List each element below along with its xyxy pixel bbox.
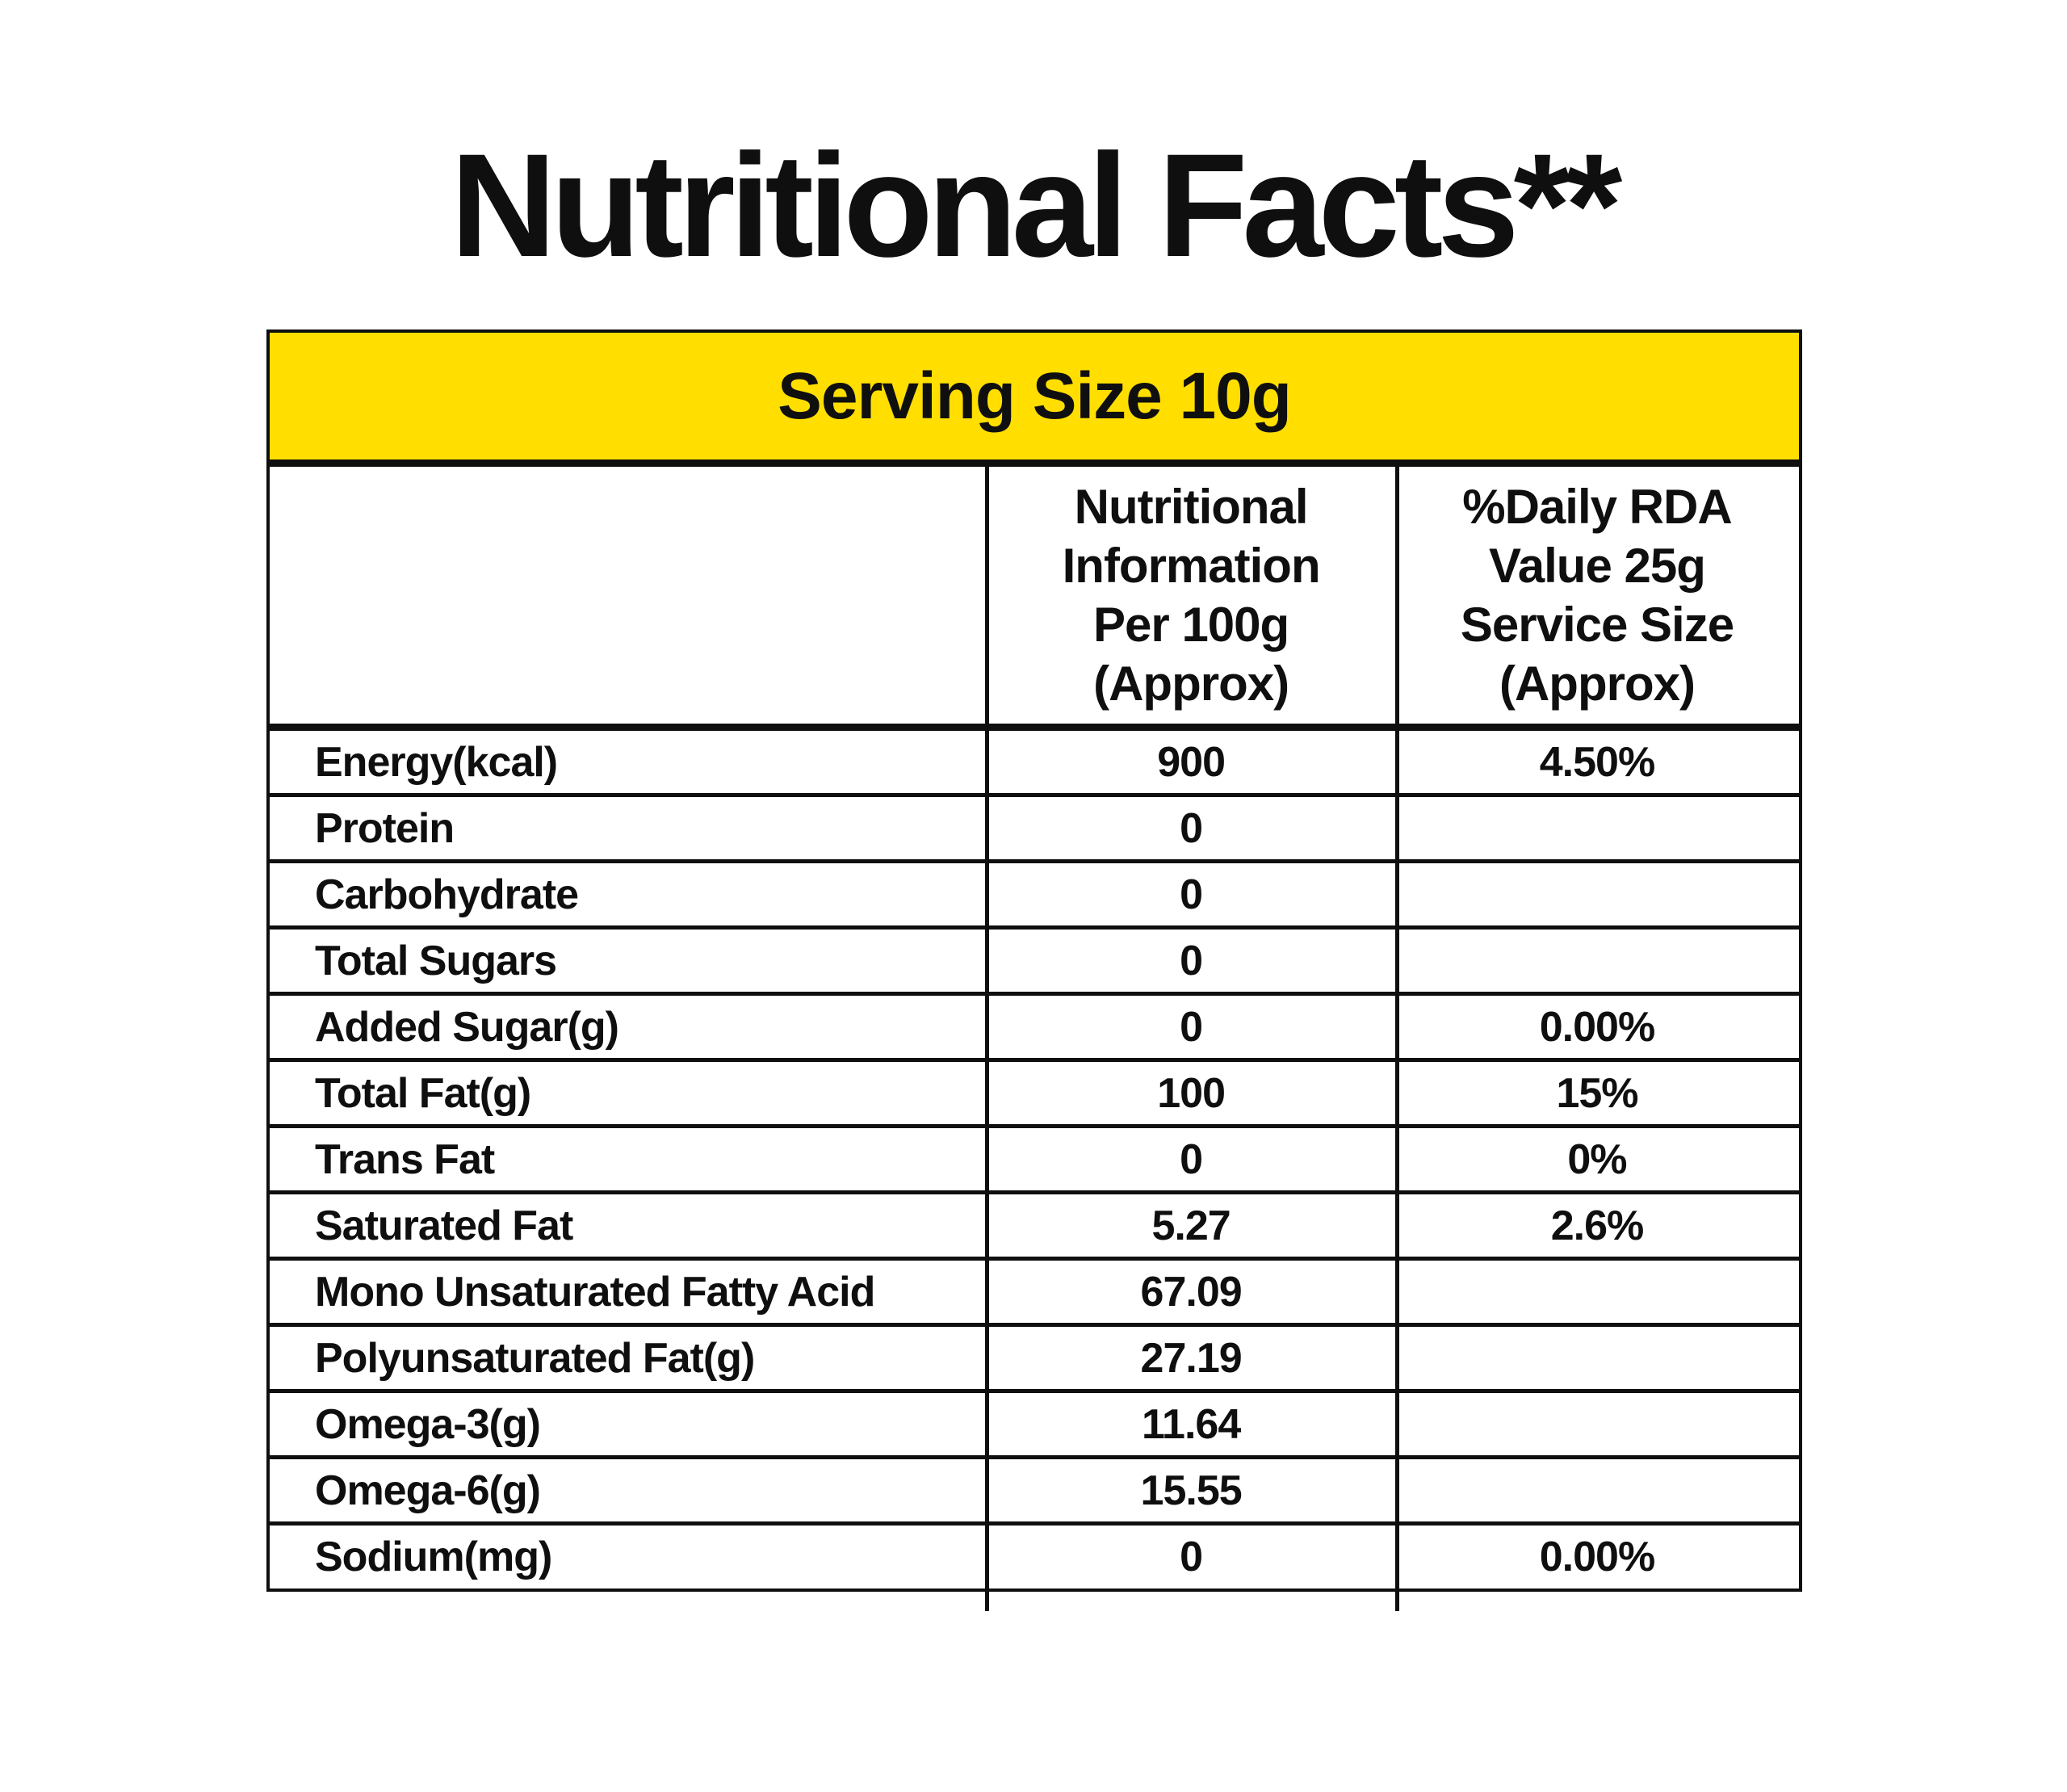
- rda-value: [1395, 1327, 1799, 1389]
- table-row: Carbohydrate 0: [270, 863, 1799, 930]
- nutrient-label: Total Fat(g): [315, 1069, 531, 1117]
- nutrient-label: Omega-6(g): [315, 1467, 541, 1514]
- per-100g-value: 900: [1157, 738, 1226, 786]
- page-title: Nutritional Facts**: [450, 123, 1623, 287]
- per-100g-value: 67.09: [1140, 1268, 1243, 1316]
- nutrient-label: Carbohydrate: [315, 871, 579, 918]
- table-body: Energy(kcal) 900 4.50% Protein 0 Carbohy…: [270, 731, 1799, 1592]
- per-100g-value: 0: [1180, 1534, 1203, 1580]
- serving-size-banner: Serving Size 10g: [266, 329, 1802, 467]
- table-row: Omega-6(g) 15.55: [270, 1459, 1799, 1526]
- nutrient-label: Added Sugar(g): [315, 1003, 619, 1051]
- rda-value: [1395, 797, 1799, 859]
- table-row: Sodium(mg) 0 0.00%: [270, 1526, 1799, 1592]
- table-row: Energy(kcal) 900 4.50%: [270, 731, 1799, 797]
- table-row: Total Sugars 0: [270, 930, 1799, 996]
- per-100g-value: 15.55: [1140, 1467, 1243, 1514]
- rda-value: 0%: [1567, 1135, 1627, 1183]
- nutrition-grid: Nutritional Information Per 100g (Approx…: [266, 467, 1802, 1592]
- table-row: Trans Fat 0 0%: [270, 1128, 1799, 1194]
- nutrient-label: Saturated Fat: [315, 1202, 573, 1249]
- per-100g-value: 5.27: [1151, 1202, 1231, 1249]
- per-100g-value: 0: [1180, 871, 1203, 918]
- table-row: Saturated Fat 5.27 2.6%: [270, 1194, 1799, 1261]
- table-row: Polyunsaturated Fat(g) 27.19: [270, 1327, 1799, 1393]
- rda-value: [1395, 863, 1799, 925]
- per-100g-value: 0: [1180, 1135, 1203, 1183]
- table-row: Omega-3(g) 11.64: [270, 1393, 1799, 1459]
- rda-value: 0.00%: [1539, 1003, 1655, 1051]
- rda-value: [1395, 930, 1799, 992]
- nutrient-label: Energy(kcal): [315, 738, 558, 786]
- nutrient-label: Protein: [315, 804, 455, 852]
- table-row: Protein 0: [270, 797, 1799, 863]
- rda-value: [1395, 1459, 1799, 1521]
- table-header-row: Nutritional Information Per 100g (Approx…: [270, 467, 1799, 731]
- column-divider-2: [1395, 467, 1399, 1611]
- table-row: Total Fat(g) 100 15%: [270, 1062, 1799, 1128]
- table-row: Mono Unsaturated Fatty Acid 67.09: [270, 1261, 1799, 1327]
- serving-size-label: Serving Size 10g: [778, 359, 1292, 433]
- per-100g-value: 0: [1180, 937, 1203, 984]
- rda-value: 4.50%: [1539, 738, 1655, 786]
- rda-value: [1395, 1393, 1799, 1455]
- nutrient-label: Trans Fat: [315, 1135, 495, 1183]
- nutrient-label: Omega-3(g): [315, 1400, 541, 1448]
- per-100g-value: 0: [1180, 1003, 1203, 1051]
- rda-value: 15%: [1556, 1069, 1638, 1117]
- nutrient-label: Total Sugars: [315, 937, 557, 984]
- per-100g-value: 11.64: [1141, 1400, 1241, 1448]
- rda-value: 0.00%: [1539, 1534, 1655, 1580]
- nutrient-label: Polyunsaturated Fat(g): [315, 1334, 755, 1382]
- per-100g-value: 0: [1180, 804, 1203, 852]
- table-row: Added Sugar(g) 0 0.00%: [270, 996, 1799, 1062]
- nutrient-label: Mono Unsaturated Fatty Acid: [315, 1268, 875, 1316]
- rda-value: 2.6%: [1550, 1202, 1645, 1249]
- header-nutrient-column: [270, 467, 987, 724]
- nutrient-label: Sodium(mg): [315, 1534, 552, 1580]
- per-100g-value: 27.19: [1140, 1334, 1243, 1382]
- rda-value: [1395, 1261, 1799, 1323]
- nutrition-table: Serving Size 10g Nutritional Information…: [266, 329, 1802, 1611]
- per-100g-value: 100: [1157, 1069, 1226, 1117]
- header-per-100g-column: Nutritional Information Per 100g (Approx…: [1062, 479, 1321, 711]
- header-rda-column: %Daily RDA Value 25g Service Size (Appro…: [1460, 479, 1734, 711]
- column-divider-1: [985, 467, 989, 1611]
